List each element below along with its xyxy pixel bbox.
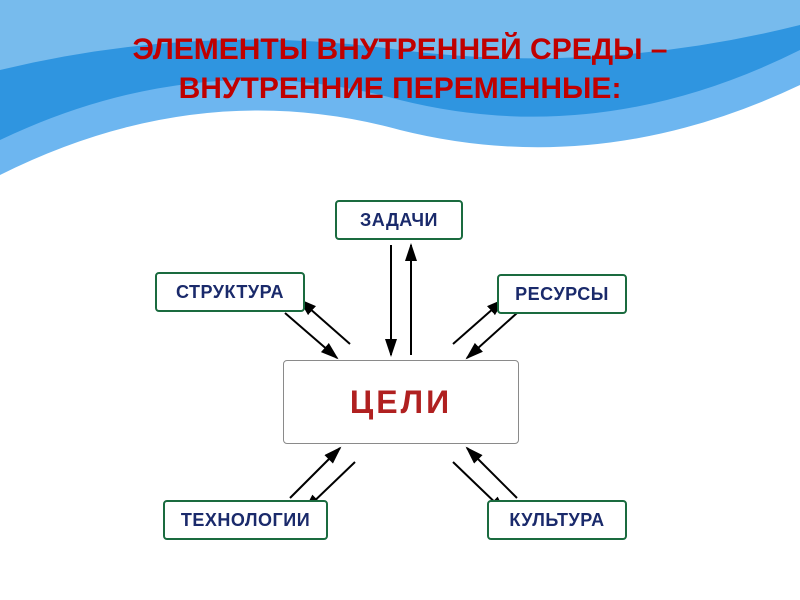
node-bottom-left: ТЕХНОЛОГИИ: [163, 500, 328, 540]
node-right-label: РЕСУРСЫ: [515, 284, 609, 305]
node-center: ЦЕЛИ: [283, 360, 519, 444]
title-line-1: ЭЛЕМЕНТЫ ВНУТРЕННЕЙ СРЕДЫ –: [0, 30, 800, 69]
node-right: РЕСУРСЫ: [497, 274, 627, 314]
node-left: СТРУКТУРА: [155, 272, 305, 312]
node-bottom-left-label: ТЕХНОЛОГИИ: [181, 510, 310, 531]
page-title: ЭЛЕМЕНТЫ ВНУТРЕННЕЙ СРЕДЫ – ВНУТРЕННИЕ П…: [0, 0, 800, 108]
node-top-label: ЗАДАЧИ: [360, 210, 438, 231]
node-bottom-right-label: КУЛЬТУРА: [509, 510, 604, 531]
diagram-container: ЗАДАЧИ СТРУКТУРА РЕСУРСЫ ТЕХНОЛОГИИ КУЛЬ…: [145, 200, 655, 570]
node-bottom-right: КУЛЬТУРА: [487, 500, 627, 540]
node-top: ЗАДАЧИ: [335, 200, 463, 240]
node-left-label: СТРУКТУРА: [176, 282, 284, 303]
node-center-label: ЦЕЛИ: [350, 384, 452, 421]
title-line-2: ВНУТРЕННИЕ ПЕРЕМЕННЫЕ:: [0, 69, 800, 108]
